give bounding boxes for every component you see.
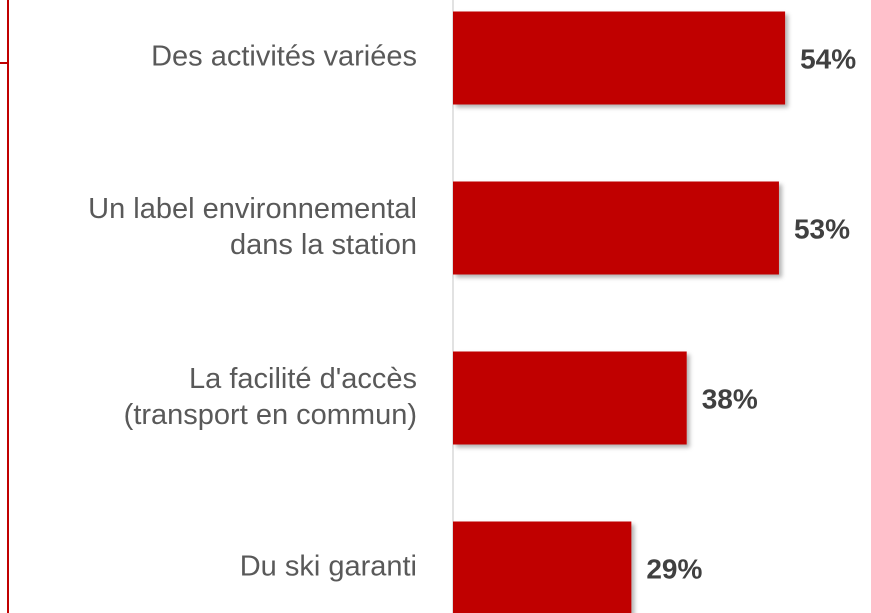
- bar: [453, 351, 687, 445]
- value-label: 53%: [794, 213, 850, 244]
- bar: [453, 181, 779, 275]
- value-label: 54%: [800, 43, 856, 74]
- category-label: Un label environnemental dans la station: [88, 193, 417, 261]
- bar: [453, 11, 786, 105]
- value-label: 29%: [646, 553, 702, 584]
- category-label: Des activités variées: [151, 41, 417, 73]
- category-label: Du ski garanti: [240, 551, 417, 583]
- category-label: La facilité d'accès (transport en commun): [124, 363, 417, 431]
- value-label: 38%: [702, 383, 758, 414]
- bar: [453, 521, 632, 613]
